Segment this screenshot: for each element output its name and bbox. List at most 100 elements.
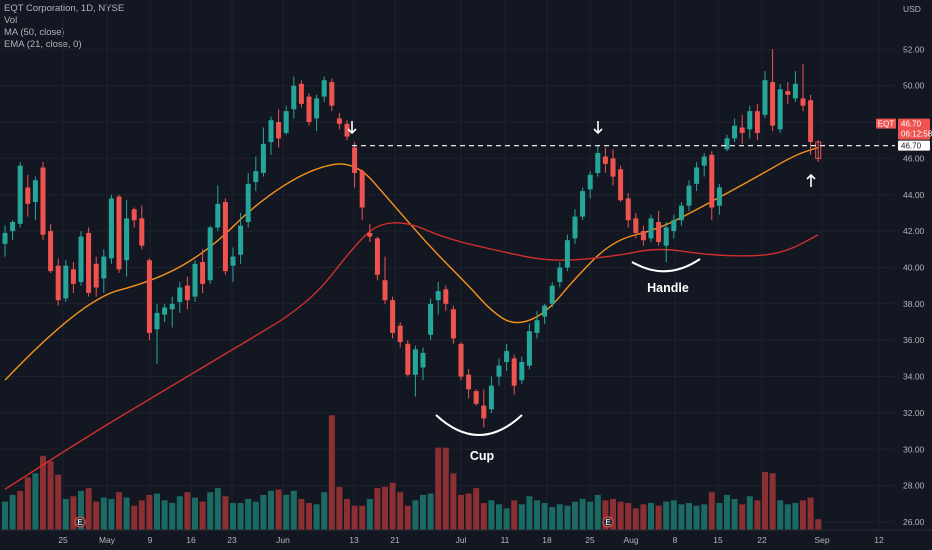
legend-ma[interactable]: MA (50, close) — [4, 27, 65, 38]
price-axis[interactable]: 26.00 28.00 30.00 32.00 34.00 36.00 38.00 40.00… — [876, 4, 932, 527]
handle-label: Handle — [647, 281, 689, 295]
candle — [48, 223, 54, 273]
legend-ema[interactable]: EMA (21, close, 0) — [4, 39, 82, 50]
candle-body — [124, 218, 130, 261]
candle-body — [25, 187, 31, 204]
time-tick-label: 25 — [585, 535, 595, 545]
candle — [55, 258, 61, 306]
volume-bar — [724, 494, 730, 530]
candle — [808, 94, 814, 155]
volume-bar — [328, 415, 335, 530]
candle-body — [587, 174, 593, 190]
candle-body — [2, 232, 8, 244]
candle — [572, 209, 578, 244]
candle-body — [808, 100, 814, 143]
candle — [17, 162, 23, 228]
volume-bar — [670, 500, 677, 530]
candle-body — [648, 218, 654, 239]
candle-body — [709, 154, 715, 208]
volume-bar — [214, 488, 221, 530]
volume-bar — [777, 500, 784, 530]
candle — [177, 282, 183, 313]
candle — [428, 298, 434, 341]
candle — [450, 305, 456, 344]
volume-bar — [40, 455, 46, 530]
candle — [694, 162, 700, 192]
candle — [701, 152, 707, 177]
volume-bar — [784, 504, 791, 530]
candle-body — [238, 225, 244, 255]
candle-body — [108, 198, 114, 259]
volume-bar — [800, 500, 806, 530]
price-tick-label: 44.00 — [903, 190, 925, 200]
candle — [291, 76, 297, 119]
volume-bar — [587, 501, 594, 530]
arrow-head — [347, 128, 357, 135]
price-tick-label: 32.00 — [903, 408, 925, 418]
candle-body — [352, 147, 358, 173]
volume-bar — [632, 508, 639, 530]
volume-bar — [237, 503, 244, 530]
candle — [298, 80, 304, 108]
volume-bar — [412, 500, 419, 530]
candle — [488, 376, 494, 413]
candle — [192, 260, 198, 303]
candle — [678, 202, 684, 226]
volume-bar — [655, 505, 662, 530]
candle-body — [298, 83, 304, 104]
volume-bar — [450, 473, 457, 530]
candle — [792, 71, 798, 103]
candle — [169, 296, 175, 328]
candle — [10, 220, 16, 241]
volume-bar — [541, 503, 548, 530]
time-axis[interactable]: 25 May 9 16 23 Jun 13 21 Jul 11 18 25 Aug 8 15 22 Sep 12 — [0, 529, 932, 545]
candle-body — [245, 183, 251, 223]
candle — [207, 225, 213, 284]
candle — [800, 63, 806, 112]
candle — [473, 389, 479, 406]
candle-body — [101, 256, 107, 279]
candle — [724, 134, 730, 152]
candle-body — [602, 156, 608, 164]
volume-bar — [245, 498, 252, 530]
volume-bar — [366, 498, 373, 530]
volume-bar — [625, 503, 632, 530]
candle — [754, 103, 760, 141]
price-tick-label: 38.00 — [903, 299, 925, 309]
candle — [466, 369, 472, 399]
volume-bar — [359, 505, 366, 530]
candle-body — [450, 309, 456, 339]
price-tick-label: 40.00 — [903, 262, 925, 272]
price-tag-timer: 06:12:58 — [901, 130, 932, 139]
volume-bar — [579, 498, 586, 530]
volume-bar — [207, 492, 214, 530]
time-tick-label: 12 — [874, 535, 884, 545]
arrow-down-icon — [347, 121, 357, 135]
legend-symbol[interactable]: EQT Corporation, 1D, NYSE — [4, 3, 125, 14]
time-tick-label: 22 — [757, 535, 767, 545]
candle-body — [306, 96, 312, 123]
candle — [618, 165, 624, 203]
candle-body — [572, 216, 578, 239]
candle-body — [633, 218, 639, 233]
volume-bar — [739, 504, 746, 530]
candle — [610, 149, 616, 186]
currency-label: USD — [903, 4, 921, 14]
volume-bar — [260, 494, 267, 530]
candle — [352, 142, 358, 188]
candle-body — [268, 120, 274, 143]
level-tag — [898, 140, 930, 151]
volume-bar — [556, 504, 563, 530]
candle — [215, 185, 221, 232]
volume-bar — [268, 490, 274, 530]
legend-volume[interactable]: Vol — [4, 15, 18, 26]
candle-body — [519, 362, 525, 381]
candle — [458, 342, 464, 381]
candle-body — [260, 143, 266, 173]
volume-bar — [116, 492, 122, 530]
candle-body — [276, 122, 282, 139]
volume-bar — [389, 482, 396, 530]
volume-bar — [678, 504, 685, 530]
candle — [390, 296, 396, 339]
